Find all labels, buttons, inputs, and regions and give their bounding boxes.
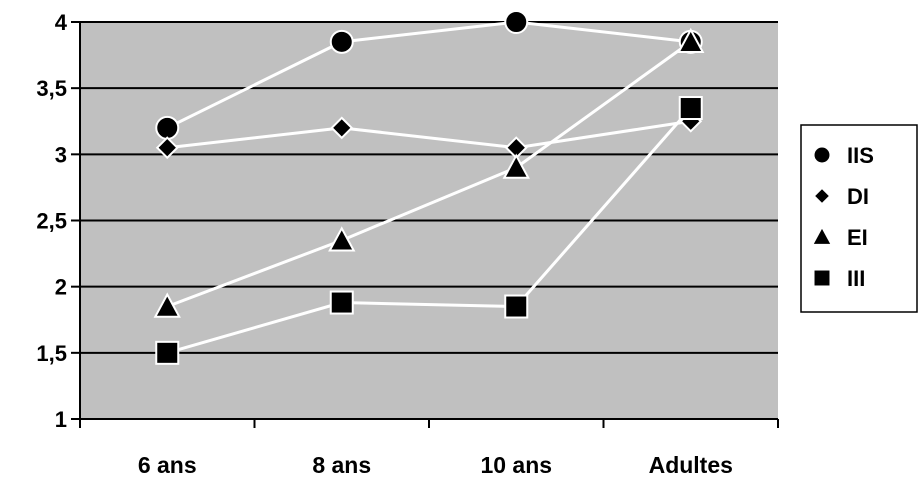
data-point-ei <box>328 226 356 252</box>
series-lines <box>166 20 692 355</box>
series-line-di <box>167 119 691 150</box>
data-point-di <box>330 116 354 140</box>
legend-label-ei: EI <box>847 225 868 250</box>
series-line-iii <box>166 107 692 355</box>
y-tick-label: 2 <box>55 275 67 300</box>
data-point-iii <box>678 96 703 121</box>
y-tick-labels: 1 1,5 2 2,5 3 3,5 4 <box>36 10 67 432</box>
data-point-iii <box>155 340 180 365</box>
x-tick-label: 8 ans <box>312 452 371 478</box>
data-point-ei <box>153 292 181 318</box>
x-tick-label: 6 ans <box>138 452 197 478</box>
y-tick-label: 2,5 <box>36 209 67 234</box>
series-markers <box>153 10 705 365</box>
legend-marker-iii <box>814 270 830 286</box>
x-tick-label: Adultes <box>649 452 733 478</box>
data-point-iis <box>155 115 180 140</box>
grid-lines <box>80 21 778 354</box>
legend-label-iii: III <box>847 266 865 291</box>
y-tick-label: 3,5 <box>36 76 67 101</box>
y-tick-label: 4 <box>55 10 68 35</box>
legend-label-iis: IIS <box>847 143 874 168</box>
data-point-iii <box>504 294 529 319</box>
data-point-di <box>155 136 179 160</box>
x-tick-label: 10 ans <box>480 452 552 478</box>
data-point-iii <box>329 290 354 315</box>
legend-marker-iis <box>814 147 830 163</box>
y-tick-label: 3 <box>55 142 67 167</box>
axes <box>71 21 779 428</box>
legend: IIS DI EI III <box>800 124 918 313</box>
legend-marker-ei <box>813 228 831 244</box>
data-point-iis <box>329 29 354 54</box>
series-line-iis <box>166 20 691 130</box>
x-tick-labels: 6 ans 8 ans 10 ans Adultes <box>138 452 733 478</box>
series-line-ei <box>166 40 692 308</box>
legend-marker-di <box>815 189 829 203</box>
data-point-iis <box>504 10 529 34</box>
legend-label-di: DI <box>847 184 869 209</box>
y-tick-label: 1 <box>55 407 67 432</box>
data-point-ei <box>502 153 530 179</box>
data-point-ei <box>677 27 705 54</box>
y-tick-label: 1,5 <box>36 341 67 366</box>
